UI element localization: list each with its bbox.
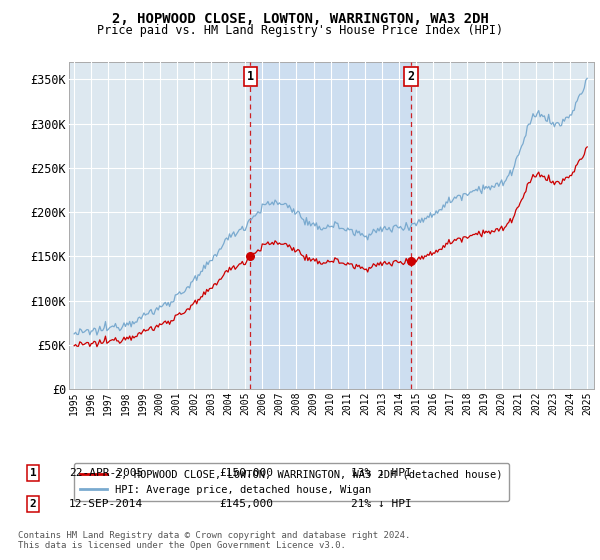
Text: 1: 1 [29,468,37,478]
Text: 21% ↓ HPI: 21% ↓ HPI [351,499,412,509]
Text: 13% ↓ HPI: 13% ↓ HPI [351,468,412,478]
Legend: 2, HOPWOOD CLOSE, LOWTON, WARRINGTON, WA3 2DH (detached house), HPI: Average pri: 2, HOPWOOD CLOSE, LOWTON, WARRINGTON, WA… [74,463,509,501]
Text: 2, HOPWOOD CLOSE, LOWTON, WARRINGTON, WA3 2DH: 2, HOPWOOD CLOSE, LOWTON, WARRINGTON, WA… [112,12,488,26]
Text: 22-APR-2005: 22-APR-2005 [69,468,143,478]
Text: 2: 2 [29,499,37,509]
Text: 1: 1 [247,70,254,83]
Bar [250,62,411,389]
Text: 2: 2 [407,70,415,83]
Text: £145,000: £145,000 [219,499,273,509]
Text: Price paid vs. HM Land Registry's House Price Index (HPI): Price paid vs. HM Land Registry's House … [97,24,503,37]
Text: 12-SEP-2014: 12-SEP-2014 [69,499,143,509]
Text: Contains HM Land Registry data © Crown copyright and database right 2024.
This d: Contains HM Land Registry data © Crown c… [18,530,410,550]
Text: £150,000: £150,000 [219,468,273,478]
